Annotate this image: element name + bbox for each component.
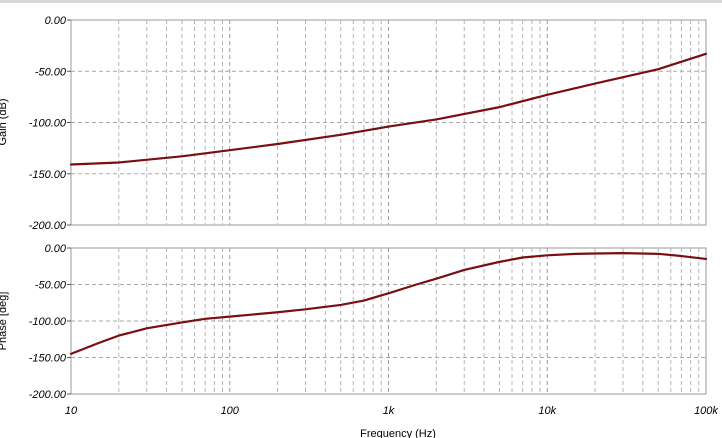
- y-tick-label: -200.00: [29, 220, 67, 232]
- gain-y-axis-title: Gain (dB): [0, 98, 9, 145]
- y-tick-label: -150.00: [29, 169, 67, 181]
- window-top-border: [0, 0, 722, 3]
- phase-y-tick-labels: 0.00 -50.00 -100.00 -150.00 -200.00: [29, 243, 71, 401]
- gain-chart: 0.00 -50.00 -100.00 -150.00 -200.00 Gain (dB…: [0, 15, 708, 232]
- y-tick-label: -50.00: [35, 280, 67, 292]
- x-tick-labels: 10 100 1k 10k 100k: [65, 405, 719, 417]
- y-tick-label: -100.00: [29, 118, 67, 130]
- y-tick-label: -200.00: [29, 389, 67, 401]
- gain-series-line: [69, 52, 708, 166]
- y-tick-label: 0.00: [45, 243, 67, 255]
- x-tick-label: 100k: [694, 405, 718, 417]
- y-tick-label: -100.00: [29, 316, 67, 328]
- x-tick-label: 100: [221, 405, 240, 417]
- x-axis-title: Frequency (Hz): [360, 428, 436, 438]
- phase-gridlines: [71, 248, 706, 394]
- gain-y-tick-labels: 0.00 -50.00 -100.00 -150.00 -200.00: [29, 15, 71, 232]
- y-tick-label: -150.00: [29, 353, 67, 365]
- x-tick-label: 10: [65, 405, 78, 417]
- phase-chart: 0.00-50.00-100.00-150.00-200.00 10 100 1k 1…: [0, 243, 718, 438]
- x-tick-label: 1k: [383, 405, 395, 417]
- y-tick-label: -50.00: [35, 66, 67, 78]
- x-tick-label: 10k: [538, 405, 556, 417]
- phase-y-axis-title: Phase [deg]: [0, 292, 9, 351]
- phase-series-line: [69, 252, 708, 355]
- y-tick-label: 0.00: [45, 15, 67, 27]
- gain-gridlines: [71, 20, 706, 225]
